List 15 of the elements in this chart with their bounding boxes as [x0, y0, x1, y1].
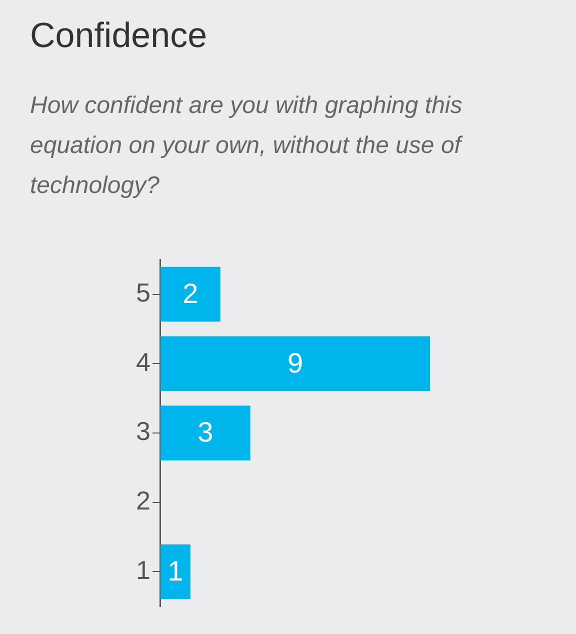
data-label: 9	[287, 347, 304, 378]
data-label: 2	[182, 278, 198, 309]
chart-subtitle: How confident are you with graphing this equation on your own, without the use of technology?	[30, 91, 464, 201]
bar	[160, 336, 430, 392]
y-tick-label: 5	[136, 277, 150, 308]
bar	[160, 266, 220, 322]
y-tick-label: 3	[136, 416, 150, 446]
y-tick-label: 1	[136, 554, 150, 585]
chart-title: Confidence	[30, 16, 208, 56]
y-tick-label: 4	[136, 346, 150, 377]
data-label: 1	[168, 555, 184, 586]
data-label: 3	[198, 416, 214, 448]
y-tick-label: 2	[136, 486, 150, 516]
bar	[160, 406, 250, 460]
bar	[160, 544, 190, 600]
